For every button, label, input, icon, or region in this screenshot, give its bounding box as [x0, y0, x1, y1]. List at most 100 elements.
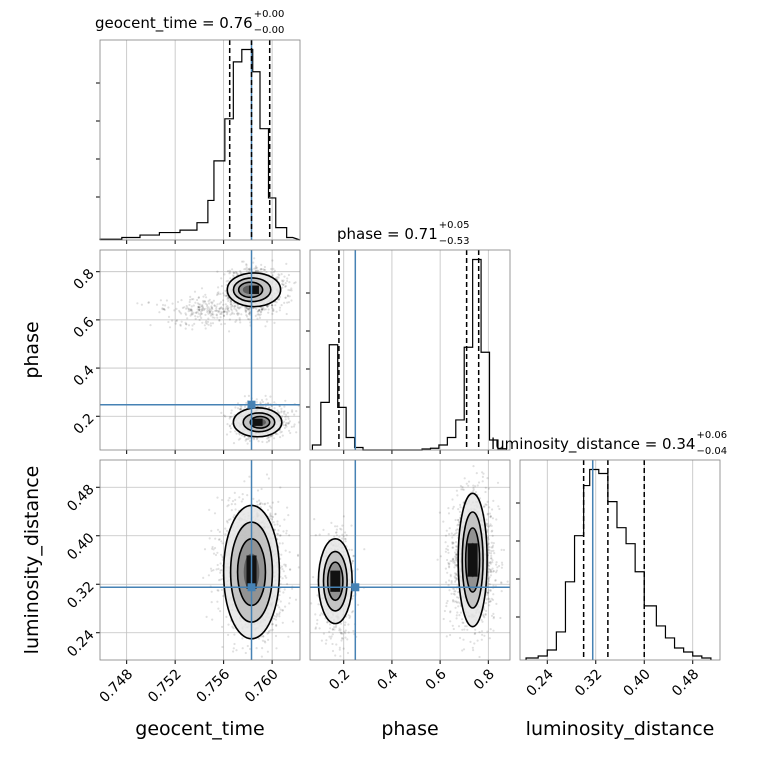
- scatter-gt-phase-sample-point: [193, 323, 195, 325]
- scatter-gt-phase-sample-point: [272, 309, 274, 311]
- scatter-gt-phase-sample-point: [227, 280, 229, 282]
- scatter-gt-phase-sample-point: [200, 313, 202, 315]
- scatter-gt-phase-sample-point: [212, 316, 214, 318]
- scatter-gt-ld-sample-point: [279, 542, 281, 544]
- scatter-phase-ld-sample-point: [343, 648, 345, 650]
- scatter-phase-ld-sample-point: [335, 625, 337, 627]
- scatter-gt-phase-sample-point: [256, 401, 258, 403]
- scatter-gt-phase-sample-point: [234, 305, 236, 307]
- scatter-phase-ld-sample-point: [340, 639, 342, 641]
- scatter-phase-ld-sample-point: [329, 623, 331, 625]
- scatter-gt-phase-sample-point: [288, 301, 290, 303]
- scatter-gt-ld-sample-point: [261, 488, 263, 490]
- scatter-gt-ld-sample-point: [284, 588, 286, 590]
- scatter-gt-phase-sample-point: [156, 304, 158, 306]
- scatter-gt-phase-sample-point: [204, 314, 206, 316]
- scatter-gt-ld-sample-point: [288, 534, 290, 536]
- scatter-gt-ld-sample-point: [281, 568, 283, 570]
- hist-ld-frame: [520, 460, 720, 660]
- scatter-gt-phase-sample-point: [244, 406, 246, 408]
- scatter-gt-phase-sample-point: [277, 276, 279, 278]
- scatter-gt-phase-sample-point: [256, 398, 258, 400]
- scatter-phase-ld-sample-point: [319, 627, 321, 629]
- scatter-gt-ld-sample-point: [283, 564, 285, 566]
- scatter-gt-ld-sample-point: [208, 574, 210, 576]
- scatter-gt-phase-sample-point: [289, 432, 291, 434]
- scatter-phase-ld-sample-point: [332, 633, 334, 635]
- scatter-phase-ld-sample-point: [339, 647, 341, 649]
- scatter-gt-phase-sample-point: [282, 280, 284, 282]
- scatter-gt-ld-sample-point: [252, 498, 254, 500]
- scatter-gt-phase-sample-point: [237, 407, 239, 409]
- scatter-gt-phase-sample-point: [185, 328, 187, 330]
- scatter-phase-ld-sample-point: [325, 639, 327, 641]
- scatter-gt-phase-sample-point: [284, 297, 286, 299]
- scatter-gt-phase-sample-point: [222, 299, 224, 301]
- scatter-gt-ld-sample-point: [217, 529, 219, 531]
- scatter-gt-ld-sample-point: [298, 566, 300, 568]
- scatter-gt-phase-sample-point: [194, 315, 196, 317]
- scatter-phase-ld-sample-point: [340, 623, 342, 625]
- scatter-gt-ld-sample-point: [221, 556, 223, 558]
- hist-phase-frame: [310, 250, 510, 450]
- scatter-gt-ld-sample-point: [228, 519, 230, 521]
- scatter-gt-ld-sample-point: [202, 577, 204, 579]
- scatter-gt-phase-sample-point: [247, 443, 249, 445]
- scatter-gt-phase-sample-point: [229, 318, 231, 320]
- scatter-gt-phase-sample-point: [200, 317, 202, 319]
- scatter-gt-ld-sample-point: [285, 532, 287, 534]
- scatter-gt-phase-sample-point: [285, 416, 287, 418]
- scatter-gt-phase-sample-point: [166, 299, 168, 301]
- scatter-phase-ld-sample-point: [312, 576, 314, 578]
- scatter-phase-ld-sample-point: [332, 650, 334, 652]
- scatter-gt-phase-sample-point: [230, 412, 232, 414]
- scatter-gt-phase-sample-point: [191, 324, 193, 326]
- scatter-gt-ld-sample-point: [277, 604, 279, 606]
- scatter-gt-ld-sample-point: [235, 649, 237, 651]
- scatter-gt-phase-sample-point: [223, 314, 225, 316]
- scatter-gt-ld-sample-point: [256, 501, 258, 503]
- scatter-gt-ld-sample-point: [286, 530, 288, 532]
- scatter-gt-phase-sample-point: [218, 320, 220, 322]
- scatter-gt-ld-sample-point: [277, 533, 279, 535]
- scatter-gt-phase-sample-point: [211, 313, 213, 315]
- scatter-gt-phase-sample-point: [294, 423, 296, 425]
- scatter-gt-phase-sample-point: [198, 307, 200, 309]
- scatter-gt-ld-sample-point: [227, 521, 229, 523]
- scatter-gt-ld-sample-point: [282, 530, 284, 532]
- scatter-gt-phase-sample-point: [271, 304, 273, 306]
- scatter-gt-phase-sample-point: [226, 433, 228, 435]
- scatter-gt-phase-sample-point: [246, 308, 248, 310]
- scatter-gt-ld-sample-point: [227, 499, 229, 501]
- scatter-gt-phase-sample-point: [205, 327, 207, 329]
- scatter-gt-phase-sample-point: [260, 311, 262, 313]
- scatter-gt-phase-sample-point: [288, 274, 290, 276]
- scatter-gt-phase-sample-point: [285, 418, 287, 420]
- scatter-gt-phase-sample-point: [270, 272, 272, 274]
- scatter-gt-ld-sample-point: [279, 535, 281, 537]
- scatter-gt-ld-sample-point: [256, 647, 258, 649]
- scatter-gt-ld-sample-point: [282, 591, 284, 593]
- scatter-gt-phase-sample-point: [234, 430, 236, 432]
- scatter-gt-ld-sample-point: [273, 521, 275, 523]
- scatter-gt-phase-sample-point: [279, 431, 281, 433]
- scatter-gt-phase-sample-point: [227, 270, 229, 272]
- scatter-gt-phase-sample-point: [199, 319, 201, 321]
- scatter-gt-phase-truth-marker: [248, 401, 256, 409]
- scatter-gt-phase-sample-point: [201, 322, 203, 324]
- scatter-gt-ld-sample-point: [280, 600, 282, 602]
- scatter-gt-phase-sample-point: [245, 314, 247, 316]
- scatter-gt-phase-sample-point: [258, 309, 260, 311]
- scatter-gt-phase-sample-point: [276, 311, 278, 313]
- scatter-gt-ld-sample-point: [233, 647, 235, 649]
- scatter-phase-ld-sample-point: [348, 617, 350, 619]
- scatter-gt-ld-sample-point: [224, 533, 226, 535]
- scatter-gt-ld-sample-point: [212, 569, 214, 571]
- scatter-phase-ld-sample-point: [336, 529, 338, 531]
- scatter-gt-phase-sample-point: [270, 268, 272, 270]
- scatter-gt-ld-sample-point: [276, 614, 278, 616]
- scatter-gt-phase-sample-point: [244, 308, 246, 310]
- scatter-gt-phase-sample-point: [219, 308, 221, 310]
- scatter-gt-phase-sample-point: [179, 311, 181, 313]
- scatter-gt-phase-sample-point: [288, 430, 290, 432]
